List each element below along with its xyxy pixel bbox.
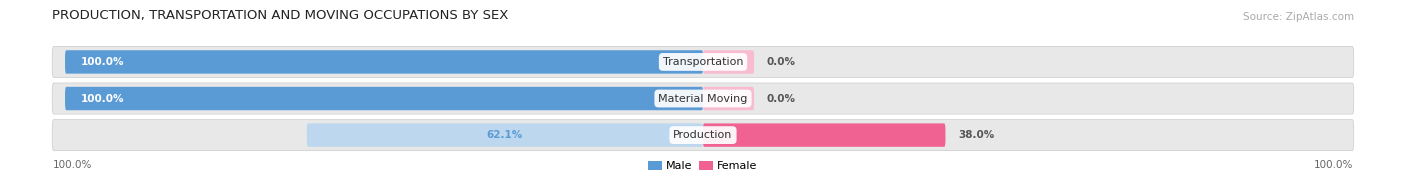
FancyBboxPatch shape — [65, 87, 703, 110]
Text: 62.1%: 62.1% — [486, 130, 523, 140]
FancyBboxPatch shape — [703, 87, 754, 110]
Text: 100.0%: 100.0% — [52, 160, 91, 170]
Text: PRODUCTION, TRANSPORTATION AND MOVING OCCUPATIONS BY SEX: PRODUCTION, TRANSPORTATION AND MOVING OC… — [52, 9, 509, 22]
Text: 100.0%: 100.0% — [82, 93, 125, 103]
FancyBboxPatch shape — [52, 120, 1354, 151]
FancyBboxPatch shape — [703, 123, 945, 147]
Legend: Male, Female: Male, Female — [644, 156, 762, 176]
FancyBboxPatch shape — [703, 50, 754, 74]
Text: 0.0%: 0.0% — [766, 57, 796, 67]
Text: 100.0%: 100.0% — [1315, 160, 1354, 170]
FancyBboxPatch shape — [52, 46, 1354, 77]
FancyBboxPatch shape — [65, 50, 703, 74]
Text: Source: ZipAtlas.com: Source: ZipAtlas.com — [1243, 12, 1354, 22]
Text: Transportation: Transportation — [662, 57, 744, 67]
Text: 100.0%: 100.0% — [82, 57, 125, 67]
FancyBboxPatch shape — [52, 83, 1354, 114]
Text: 0.0%: 0.0% — [766, 93, 796, 103]
Text: 38.0%: 38.0% — [957, 130, 994, 140]
FancyBboxPatch shape — [307, 123, 703, 147]
Text: Production: Production — [673, 130, 733, 140]
Text: Material Moving: Material Moving — [658, 93, 748, 103]
